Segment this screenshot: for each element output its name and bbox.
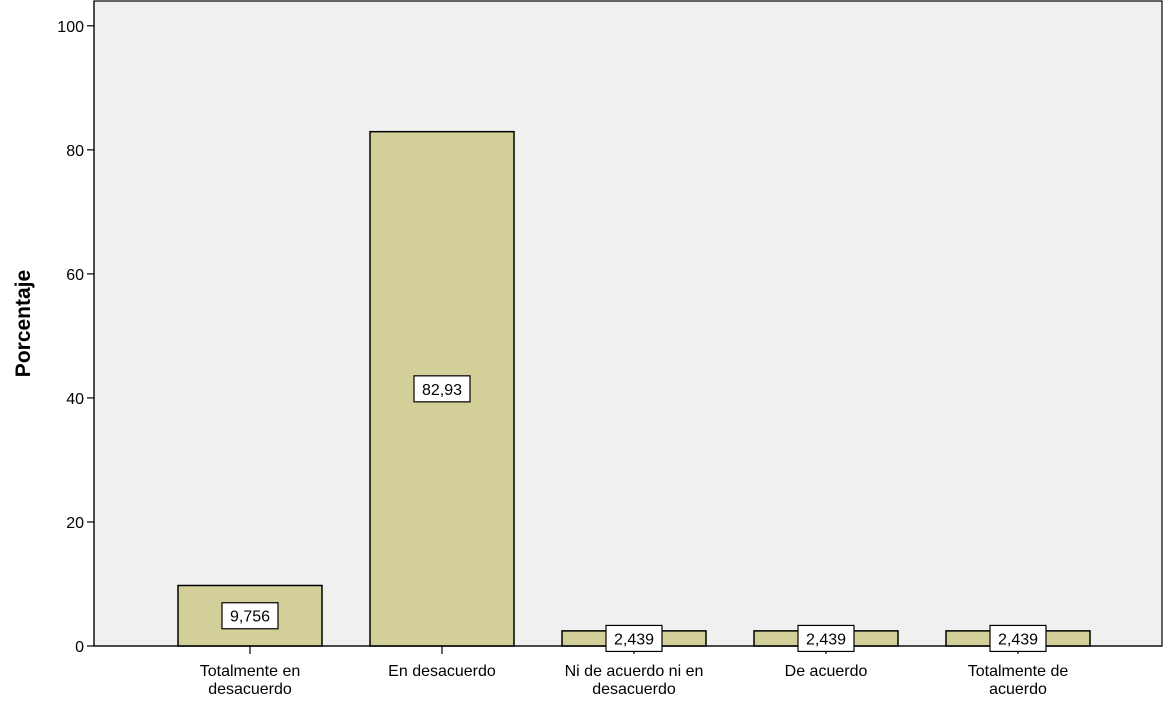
data-label-4: 2,439 bbox=[989, 624, 1047, 653]
x-tick-label-2-0: Ni de acuerdo ni en bbox=[565, 663, 704, 680]
x-tick-label-4-0: Totalmente de bbox=[968, 663, 1069, 680]
data-label-1: 82,93 bbox=[413, 375, 471, 403]
y-tick-label-60: 60 bbox=[66, 267, 84, 284]
x-tick-label-1-0: En desacuerdo bbox=[388, 663, 496, 680]
x-tick-label-4-1: acuerdo bbox=[989, 681, 1047, 698]
data-label-2: 2,439 bbox=[605, 624, 663, 653]
y-tick-label-80: 80 bbox=[66, 143, 84, 160]
x-tick-label-2-1: desacuerdo bbox=[592, 681, 676, 698]
x-tick-label-0-1: desacuerdo bbox=[208, 681, 292, 698]
x-tick-label-3-0: De acuerdo bbox=[785, 663, 868, 680]
data-label-box-2 bbox=[605, 624, 663, 653]
plot-area bbox=[93, 0, 1163, 647]
x-tick-label-0-0: Totalmente en bbox=[200, 663, 301, 680]
data-label-box-4 bbox=[989, 624, 1047, 653]
data-label-text-0: 9,756 bbox=[230, 609, 270, 626]
data-labels-group: 9,756 82,93 2,439 2,439 2,439 bbox=[221, 375, 1047, 653]
y-tick-label-100: 100 bbox=[57, 19, 84, 36]
y-tick-label-40: 40 bbox=[66, 391, 84, 408]
y-tick-label-20: 20 bbox=[66, 515, 84, 532]
y-tick-label-0: 0 bbox=[75, 639, 84, 656]
data-label-0: 9,756 bbox=[221, 602, 279, 630]
data-label-text-1: 82,93 bbox=[422, 382, 462, 399]
data-label-3: 2,439 bbox=[797, 624, 855, 653]
data-label-box-1 bbox=[413, 375, 471, 403]
data-label-text-4: 2,439 bbox=[998, 631, 1038, 648]
data-label-box-0 bbox=[221, 602, 279, 630]
data-label-text-2: 2,439 bbox=[614, 631, 654, 648]
data-label-box-3 bbox=[797, 624, 855, 653]
data-label-text-3: 2,439 bbox=[806, 631, 846, 648]
y-axis-title: Porcentaje bbox=[12, 270, 35, 377]
